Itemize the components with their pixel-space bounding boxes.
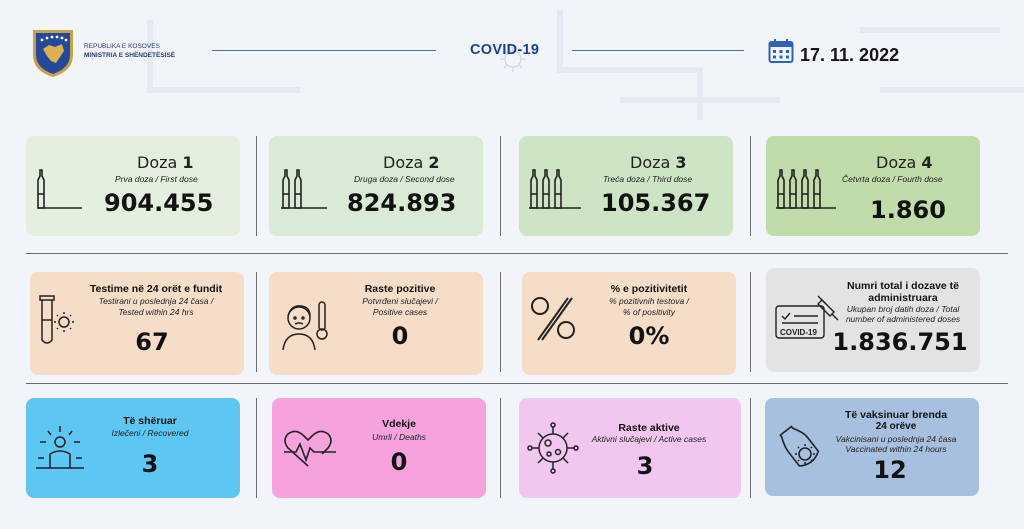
divider (750, 272, 751, 372)
positivity-subtitle-2: % of positivity (623, 307, 675, 317)
positivity-value: 0% (628, 322, 670, 350)
dose-3-value: 105.367 (601, 189, 711, 217)
ministry-name: REPUBLIKA E KOSOVËS MINISTRIA E SHËNDETË… (84, 43, 175, 60)
header-divider-right (572, 50, 744, 51)
report-date: 17. 11. 2022 (800, 45, 900, 65)
dose-number: 3 (675, 153, 687, 172)
vials-icon (776, 169, 836, 209)
shield-virus-icon (779, 425, 820, 467)
dose-1-value: 904.455 (104, 189, 214, 217)
divider (256, 398, 257, 498)
vaccinated-24h-value: 12 (873, 456, 907, 484)
divider (26, 383, 1008, 384)
dose-label: Doza (383, 153, 424, 172)
dose-2-value: 824.893 (347, 189, 457, 217)
calendar-icon (768, 39, 794, 63)
vaccinated-24h-title-2: 24 orëve (875, 421, 917, 432)
covid-card-label: COVID-19 (780, 328, 817, 337)
recovered-value: 3 (141, 450, 159, 478)
active-cases-value: 3 (636, 452, 654, 480)
dose-3-subtitle: Treća doza / Third dose (603, 174, 693, 184)
vials-icon (529, 169, 581, 209)
total-doses-subtitle-1: Ukupan broj datih doza / Total (846, 304, 960, 314)
active-cases-title: Raste aktive (618, 422, 680, 434)
divider (750, 398, 751, 498)
positive-cases-subtitle-2: Positive cases (372, 307, 428, 317)
deaths-card: Vdekje Umrli / Deaths 0 (272, 398, 486, 498)
recovered-person-icon (36, 426, 84, 469)
dose-1-card: Doza 1 Prva doza / First dose 904.455 (26, 136, 240, 236)
positivity-title: % e pozitivitetit (610, 283, 688, 295)
total-doses-title-2: administruara (868, 292, 938, 304)
heart-pulse-icon (284, 430, 336, 467)
positivity-subtitle-1: % pozitivnih testova / (609, 296, 689, 306)
tests-subtitle-2: Tested within 24 hrs (118, 307, 194, 317)
dose-label: Doza (630, 153, 671, 172)
positive-cases-subtitle-1: Potvrđeni slučajevi / (362, 296, 438, 306)
divider (500, 136, 501, 236)
divider (256, 272, 257, 372)
deaths-title: Vdekje (382, 418, 416, 430)
vaccination-card-syringe-icon: COVID-19 (775, 295, 839, 339)
positive-cases-title: Raste pozitive (364, 283, 436, 295)
dose-4-card: Doza 4 Četvrta doza / Fourth dose 1.860 (766, 136, 980, 236)
dose-number: 1 (182, 153, 194, 172)
header: REPUBLIKA E KOSOVËS MINISTRIA E SHËNDETË… (0, 0, 1024, 110)
kosovo-coat-of-arms-logo (33, 30, 73, 77)
active-cases-card: Raste aktive Aktivni slučajevi / Active … (519, 398, 741, 498)
dose-2-card: Doza 2 Druga doza / Second dose 824.893 (269, 136, 483, 236)
vaccinated-24h-card: Të vaksinuar brenda 24 orëve Vakcinisani… (765, 398, 979, 496)
tests-card: Testime në 24 orët e fundit Testirani u … (30, 272, 244, 375)
header-divider-left (212, 50, 436, 51)
deaths-subtitle: Umrli / Deaths (372, 432, 426, 442)
sick-person-thermometer-icon (282, 301, 328, 351)
divider (500, 398, 501, 498)
recovered-title: Të shëruar (123, 415, 177, 427)
vaccinated-24h-title-1: Të vaksinuar brenda (844, 409, 948, 421)
dose-4-value: 1.860 (870, 196, 946, 224)
coronavirus-icon (527, 422, 579, 474)
tests-subtitle-1: Testirani u poslednja 24 časa / (98, 296, 214, 306)
active-cases-subtitle: Aktivni slučajevi / Active cases (591, 434, 707, 444)
dose-1-subtitle: Prva doza / First dose (115, 174, 198, 184)
deaths-value: 0 (390, 448, 408, 476)
vials-icon (281, 169, 327, 209)
total-doses-value: 1.836.751 (832, 328, 968, 356)
dose-number: 2 (428, 153, 440, 172)
dose-3-card: Doza 3 Treća doza / Third dose 105.367 (519, 136, 733, 236)
divider (750, 136, 751, 236)
dose-4-title: Doza 4 (876, 153, 933, 172)
ministry-line-1: REPUBLIKA E KOSOVËS (84, 43, 160, 50)
divider (26, 253, 1008, 254)
dose-label: Doza (137, 153, 178, 172)
divider (256, 136, 257, 236)
positive-cases-card: Raste pozitive Potvrđeni slučajevi / Pos… (269, 272, 483, 375)
positivity-card: % e pozitivitetit % pozitivnih testova /… (522, 272, 736, 375)
divider (500, 272, 501, 372)
dose-label: Doza (876, 153, 917, 172)
dose-2-subtitle: Druga doza / Second dose (354, 174, 455, 184)
tests-title: Testime në 24 orët e fundit (89, 283, 223, 295)
vaccinated-24h-subtitle-1: Vakcinisani u poslednja 24 časa (835, 434, 957, 444)
total-doses-title-1: Numri total i dozave të (846, 280, 960, 292)
vial-icon (37, 169, 82, 209)
dose-1-title: Doza 1 (137, 153, 194, 172)
percent-icon (531, 297, 575, 341)
total-doses-card: COVID-19 Numri total i dozave të adminis… (766, 268, 980, 372)
tests-value: 67 (135, 328, 169, 356)
dose-2-title: Doza 2 (383, 153, 440, 172)
covid-title: COVID-19 (470, 42, 540, 58)
test-tube-icon (39, 295, 74, 344)
recovered-subtitle: Izlečeni / Recovered (111, 428, 189, 438)
vaccinated-24h-subtitle-2: Vaccinated within 24 hours (845, 444, 947, 454)
total-doses-subtitle-2: number of administered doses (845, 314, 961, 324)
recovered-card: Të shëruar Izlečeni / Recovered 3 (26, 398, 240, 498)
dose-number: 4 (921, 153, 933, 172)
dose-3-title: Doza 3 (630, 153, 687, 172)
dose-4-subtitle: Četvrta doza / Fourth dose (842, 174, 943, 184)
ministry-line-2: MINISTRIA E SHËNDETËSISË (84, 51, 176, 59)
virus-icon (500, 46, 526, 72)
positive-cases-value: 0 (391, 322, 409, 350)
